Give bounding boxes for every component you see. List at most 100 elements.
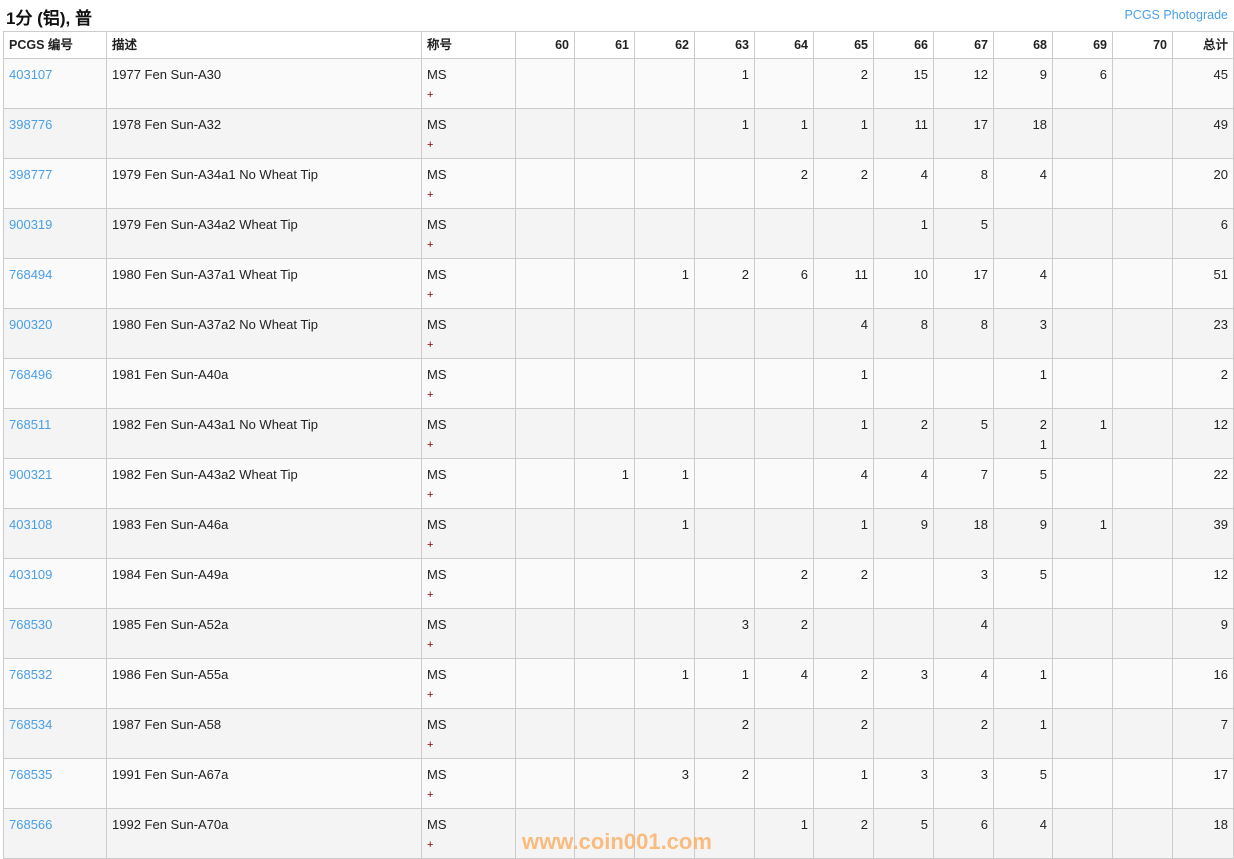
grade-count[interactable]: 2 xyxy=(741,717,749,732)
grade-count[interactable]: 5 xyxy=(980,417,988,432)
grade-count[interactable]: 1 xyxy=(681,517,689,532)
grade-count[interactable]: 18 xyxy=(1032,117,1047,132)
pcgs-code-link[interactable]: 900319 xyxy=(9,217,53,232)
pcgs-code-link[interactable]: 768532 xyxy=(9,667,53,682)
grade-count[interactable]: 5 xyxy=(920,817,928,832)
grade-count[interactable]: 9 xyxy=(920,517,928,532)
pcgs-code-link[interactable]: 403107 xyxy=(9,67,53,82)
grade-count[interactable]: 4 xyxy=(1039,267,1047,282)
grade-count[interactable]: 11 xyxy=(854,267,869,282)
table-row: 900320 1980 Fen Sun-A37a2 No Wheat Tip MS +… xyxy=(3,308,1234,359)
pcgs-code-link[interactable]: 768494 xyxy=(9,267,53,282)
pcgs-code-link[interactable]: 768496 xyxy=(9,367,53,382)
grade-count[interactable]: 9 xyxy=(1039,67,1047,82)
grade-count[interactable]: 6 xyxy=(980,817,988,832)
grade-count[interactable]: 6 xyxy=(800,267,808,282)
grade-count[interactable]: 3 xyxy=(681,767,689,782)
grade-count[interactable]: 2 xyxy=(860,817,868,832)
grade-count[interactable]: 4 xyxy=(980,617,988,632)
grade-count[interactable]: 3 xyxy=(920,767,928,782)
grade-count[interactable]: 5 xyxy=(980,217,988,232)
grade-count[interactable]: 2 xyxy=(1039,417,1047,432)
grade-count[interactable]: 1 xyxy=(860,517,868,532)
grade-count[interactable]: 3 xyxy=(980,567,988,582)
grade-count[interactable]: 4 xyxy=(920,467,928,482)
grade-count[interactable]: 3 xyxy=(741,617,749,632)
grade-count[interactable]: 2 xyxy=(860,67,868,82)
grade-count[interactable]: 17 xyxy=(973,117,988,132)
grade-count[interactable]: 1 xyxy=(860,767,868,782)
grade-count[interactable]: 1 xyxy=(920,217,928,232)
grade-count[interactable]: 1 xyxy=(741,117,749,132)
pcgs-code-link[interactable]: 398776 xyxy=(9,117,53,132)
grade-count[interactable]: 1 xyxy=(681,267,689,282)
grade-count[interactable]: 1 xyxy=(1039,367,1047,382)
grade-count[interactable]: 18 xyxy=(973,517,988,532)
grade-count[interactable]: 4 xyxy=(860,317,868,332)
grade-count[interactable]: 2 xyxy=(980,717,988,732)
grade-count[interactable]: 4 xyxy=(920,167,928,182)
grade-count[interactable]: 1 xyxy=(1039,667,1047,682)
pcgs-code-link[interactable]: 768566 xyxy=(9,817,53,832)
grade-count[interactable]: 4 xyxy=(1039,817,1047,832)
grade-count[interactable]: 3 xyxy=(980,767,988,782)
grade-count[interactable]: 10 xyxy=(913,267,928,282)
pcgs-code-link[interactable]: 403108 xyxy=(9,517,53,532)
grade-count[interactable]: 4 xyxy=(800,667,808,682)
grade-count[interactable]: 1 xyxy=(860,417,868,432)
table-row: 403108 1983 Fen Sun-A46a MS +1 1 9 18 9 1 39 xyxy=(3,508,1234,559)
grade-count[interactable]: 2 xyxy=(800,567,808,582)
grade-count[interactable]: 7 xyxy=(980,467,988,482)
grade-count[interactable]: 1 xyxy=(741,67,749,82)
pcgs-code-link[interactable]: 900321 xyxy=(9,467,53,482)
grade-count[interactable]: 5 xyxy=(1039,567,1047,582)
grade-count[interactable]: 4 xyxy=(1039,167,1047,182)
grade-count[interactable]: 1 xyxy=(681,667,689,682)
grade-count[interactable]: 6 xyxy=(1099,67,1107,82)
grade-count[interactable]: 2 xyxy=(800,617,808,632)
grade-count[interactable]: 1 xyxy=(681,467,689,482)
grade-count[interactable]: 1 xyxy=(800,117,808,132)
grade-count[interactable]: 2 xyxy=(741,767,749,782)
grade-count[interactable]: 8 xyxy=(980,167,988,182)
grade-count[interactable]: 1 xyxy=(800,817,808,832)
grade-count[interactable]: 2 xyxy=(800,167,808,182)
grade-count[interactable]: 1 xyxy=(1099,517,1107,532)
grade-count[interactable]: 1 xyxy=(741,667,749,682)
grade-count[interactable]: 1 xyxy=(860,117,868,132)
grade-count[interactable]: 2 xyxy=(860,167,868,182)
pcgs-code-link[interactable]: 768535 xyxy=(9,767,53,782)
pcgs-code-link[interactable]: 398777 xyxy=(9,167,53,182)
pcgs-code-link[interactable]: 403109 xyxy=(9,567,53,582)
grade-count[interactable]: 1 xyxy=(860,367,868,382)
grade-count[interactable]: 11 xyxy=(914,117,929,132)
grade-count[interactable]: 1 xyxy=(1039,717,1047,732)
pcgs-code-link[interactable]: 768534 xyxy=(9,717,53,732)
grade-count[interactable]: 2 xyxy=(741,267,749,282)
grade-count[interactable]: 4 xyxy=(860,467,868,482)
pcgs-code-link[interactable]: 768530 xyxy=(9,617,53,632)
grade-count[interactable]: 2 xyxy=(860,717,868,732)
grade-count[interactable]: 3 xyxy=(1039,317,1047,332)
grade-count[interactable]: 2 xyxy=(920,417,928,432)
grade-count[interactable]: 8 xyxy=(920,317,928,332)
grade-count[interactable]: 2 xyxy=(860,567,868,582)
grade-count[interactable]: 12 xyxy=(973,67,988,82)
pcgs-photograde-link[interactable]: PCGS Photograde xyxy=(1124,8,1228,22)
pcgs-code-link[interactable]: 900320 xyxy=(9,317,53,332)
grade-count[interactable]: 8 xyxy=(980,317,988,332)
pcgs-code-link[interactable]: 768511 xyxy=(9,417,52,432)
grade-count[interactable]: 5 xyxy=(1039,767,1047,782)
grade-count[interactable]: 4 xyxy=(980,667,988,682)
grade-count[interactable]: 1 xyxy=(1099,417,1107,432)
grade-count[interactable]: 5 xyxy=(1039,467,1047,482)
grade-count[interactable]: 1 xyxy=(621,467,629,482)
grade-count[interactable]: 3 xyxy=(920,667,928,682)
plus-grade-count[interactable]: 1 xyxy=(1039,437,1047,452)
grade-count[interactable]: 9 xyxy=(1039,517,1047,532)
grade-count[interactable]: 15 xyxy=(913,67,928,82)
designation-cell: MS + xyxy=(421,308,516,359)
grade-count[interactable]: 2 xyxy=(860,667,868,682)
grade-count[interactable]: 17 xyxy=(973,267,988,282)
grade-cell-70 xyxy=(1112,358,1173,409)
